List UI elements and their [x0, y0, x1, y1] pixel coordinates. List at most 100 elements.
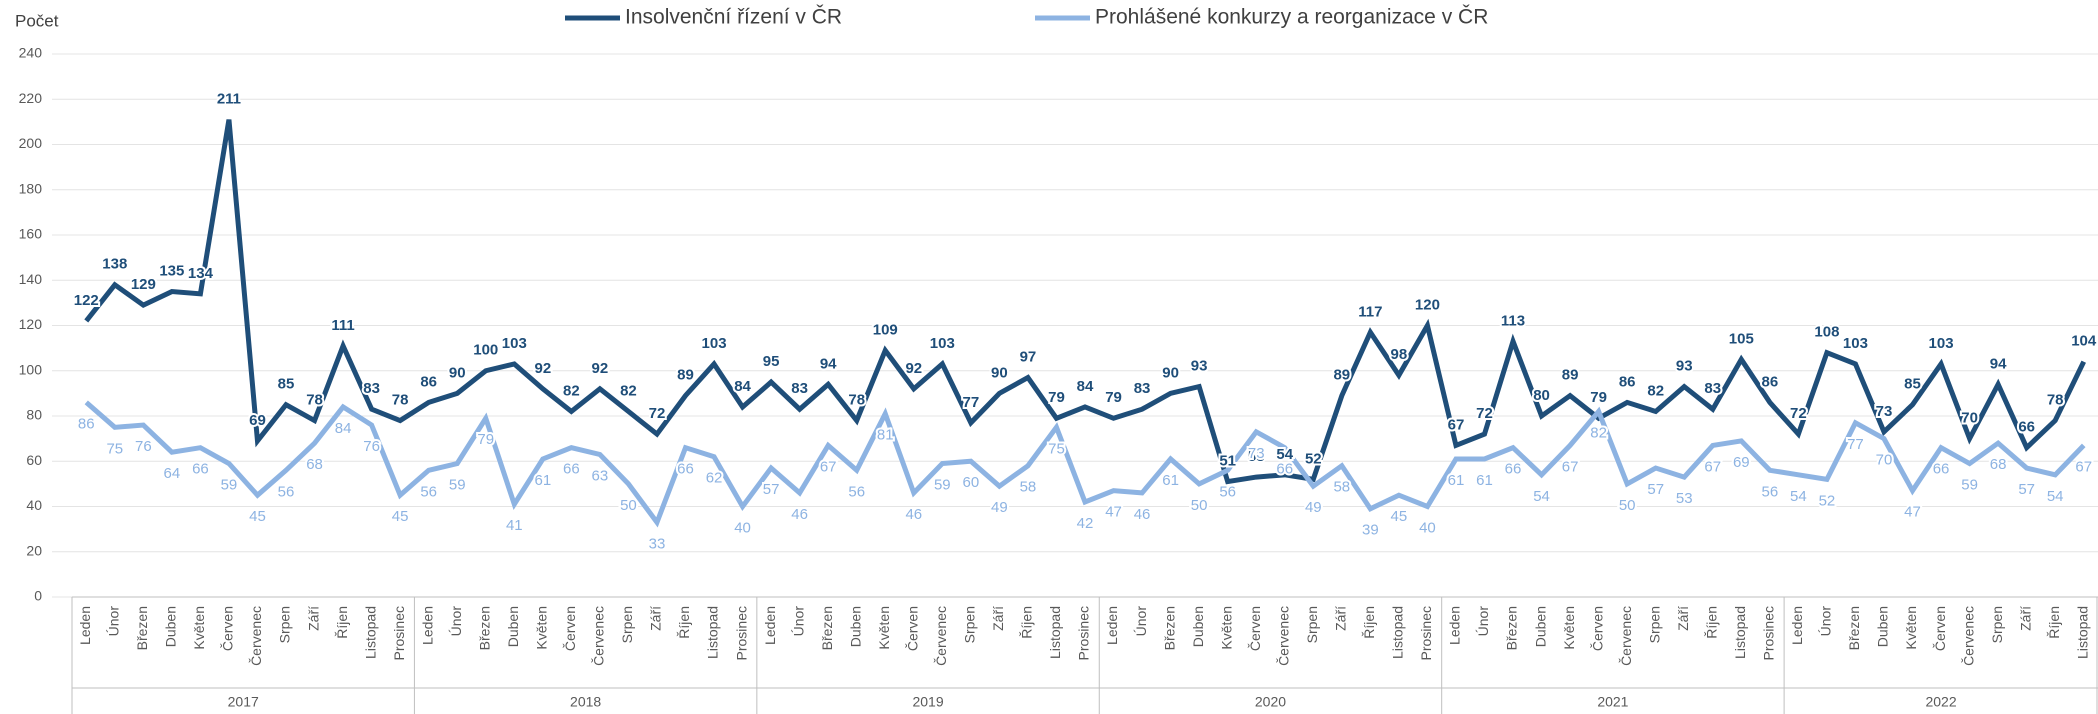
y-tick-label: 140 [19, 271, 43, 287]
x-tick-label: Červenec [248, 606, 264, 666]
x-tick-label: Červen [562, 606, 578, 651]
x-tick-label: Únor [790, 606, 806, 637]
data-label: 46 [1134, 506, 1151, 523]
x-tick-label: Říjen [2046, 606, 2062, 639]
data-label: 85 [278, 376, 295, 393]
x-tick-label: Říjen [1703, 606, 1719, 639]
x-tick-label: Leden [1104, 606, 1120, 645]
x-tick-label: Květen [1561, 606, 1577, 650]
data-label: 138 [102, 256, 127, 273]
legend-label: Insolvenční řízení v ČR [625, 6, 842, 29]
data-label: 86 [78, 415, 95, 432]
data-label: 54 [1533, 488, 1550, 505]
x-tick-label: Září [648, 606, 664, 631]
data-label: 57 [763, 481, 780, 498]
x-tick-label: Únor [1475, 606, 1491, 637]
data-label: 117 [1358, 303, 1382, 320]
data-label: 50 [1619, 497, 1636, 514]
data-label: 67 [1562, 458, 1579, 475]
x-tick-label: Červenec [591, 606, 607, 666]
data-label: 103 [702, 335, 727, 352]
data-label: 89 [1333, 367, 1350, 384]
data-label: 111 [331, 317, 354, 334]
y-tick-label: 240 [19, 45, 43, 61]
data-label: 39 [1362, 522, 1379, 539]
y-tick-label: 20 [26, 542, 42, 558]
data-label: 47 [1105, 504, 1122, 521]
x-tick-label: Říjen [334, 606, 350, 639]
data-label: 77 [963, 394, 980, 411]
data-label: 77 [1847, 436, 1864, 453]
data-label: 90 [991, 364, 1008, 381]
x-tick-label: Srpen [1989, 606, 2005, 643]
data-label: 79 [477, 431, 494, 448]
x-tick-label: Leden [419, 606, 435, 645]
x-tick-label: Květen [1903, 606, 1919, 650]
data-label: 79 [1048, 389, 1065, 406]
data-label: 61 [1448, 472, 1465, 489]
legend-label: Prohlášené konkurzy a reorganizace v ČR [1095, 6, 1488, 29]
x-tick-label: Květen [191, 606, 207, 650]
data-label: 80 [1533, 387, 1550, 404]
data-label: 42 [1077, 515, 1094, 532]
data-label: 69 [1733, 454, 1750, 471]
data-label: 66 [1933, 461, 1950, 478]
data-label: 49 [1305, 499, 1322, 516]
x-tick-label: Listopad [1390, 606, 1406, 659]
data-label: 57 [1647, 481, 1664, 498]
data-label: 113 [1501, 312, 1525, 329]
data-label: 52 [1819, 492, 1836, 509]
y-tick-label: 100 [19, 361, 43, 377]
x-tick-label: Září [2017, 606, 2033, 631]
data-label: 46 [905, 506, 922, 523]
y-tick-label: 200 [19, 135, 43, 151]
x-tick-label: Listopad [2074, 606, 2090, 659]
data-label: 75 [106, 440, 123, 457]
data-label: 100 [473, 342, 498, 359]
data-label: 45 [249, 508, 266, 525]
data-label: 89 [677, 367, 694, 384]
data-label: 40 [734, 519, 751, 536]
x-tick-label: Březen [1161, 606, 1177, 650]
data-label: 83 [791, 380, 808, 397]
data-label: 105 [1729, 330, 1754, 347]
y-tick-label: 0 [34, 588, 42, 604]
x-tick-label: Leden [1447, 606, 1463, 645]
data-label: 73 [1876, 403, 1893, 420]
year-label: 2020 [1255, 694, 1286, 710]
data-label: 86 [1762, 373, 1779, 390]
year-label: 2021 [1597, 694, 1628, 710]
data-label: 79 [1105, 389, 1122, 406]
year-label: 2022 [1925, 694, 1956, 710]
data-label: 45 [1391, 508, 1408, 525]
data-label: 47 [1904, 504, 1921, 521]
data-label: 54 [2047, 488, 2064, 505]
data-label: 78 [306, 391, 323, 408]
data-label: 81 [877, 427, 894, 444]
x-tick-label: Srpen [1646, 606, 1662, 643]
x-tick-label: Říjen [676, 606, 692, 639]
data-label: 109 [873, 321, 898, 338]
data-label: 72 [1790, 405, 1807, 422]
data-label: 62 [706, 470, 723, 487]
data-label: 61 [534, 472, 551, 489]
x-tick-label: Únor [448, 606, 464, 637]
data-label: 50 [620, 497, 637, 514]
x-tick-label: Září [305, 606, 321, 631]
data-label: 59 [449, 476, 466, 493]
data-label: 84 [335, 420, 352, 437]
data-label: 61 [1162, 472, 1179, 489]
data-label: 56 [848, 483, 865, 500]
data-label: 84 [734, 378, 751, 395]
series-line [84, 400, 2086, 528]
data-label: 92 [905, 360, 922, 377]
y-axis-label: Počet [15, 11, 59, 30]
data-label: 64 [164, 465, 181, 482]
data-label: 70 [1961, 410, 1978, 427]
x-tick-label: Prosinec [1076, 606, 1092, 660]
data-label: 33 [649, 535, 666, 552]
x-tick-label: Prosinec [391, 606, 407, 660]
x-tick-label: Leden [762, 606, 778, 645]
data-label: 84 [1077, 378, 1094, 395]
